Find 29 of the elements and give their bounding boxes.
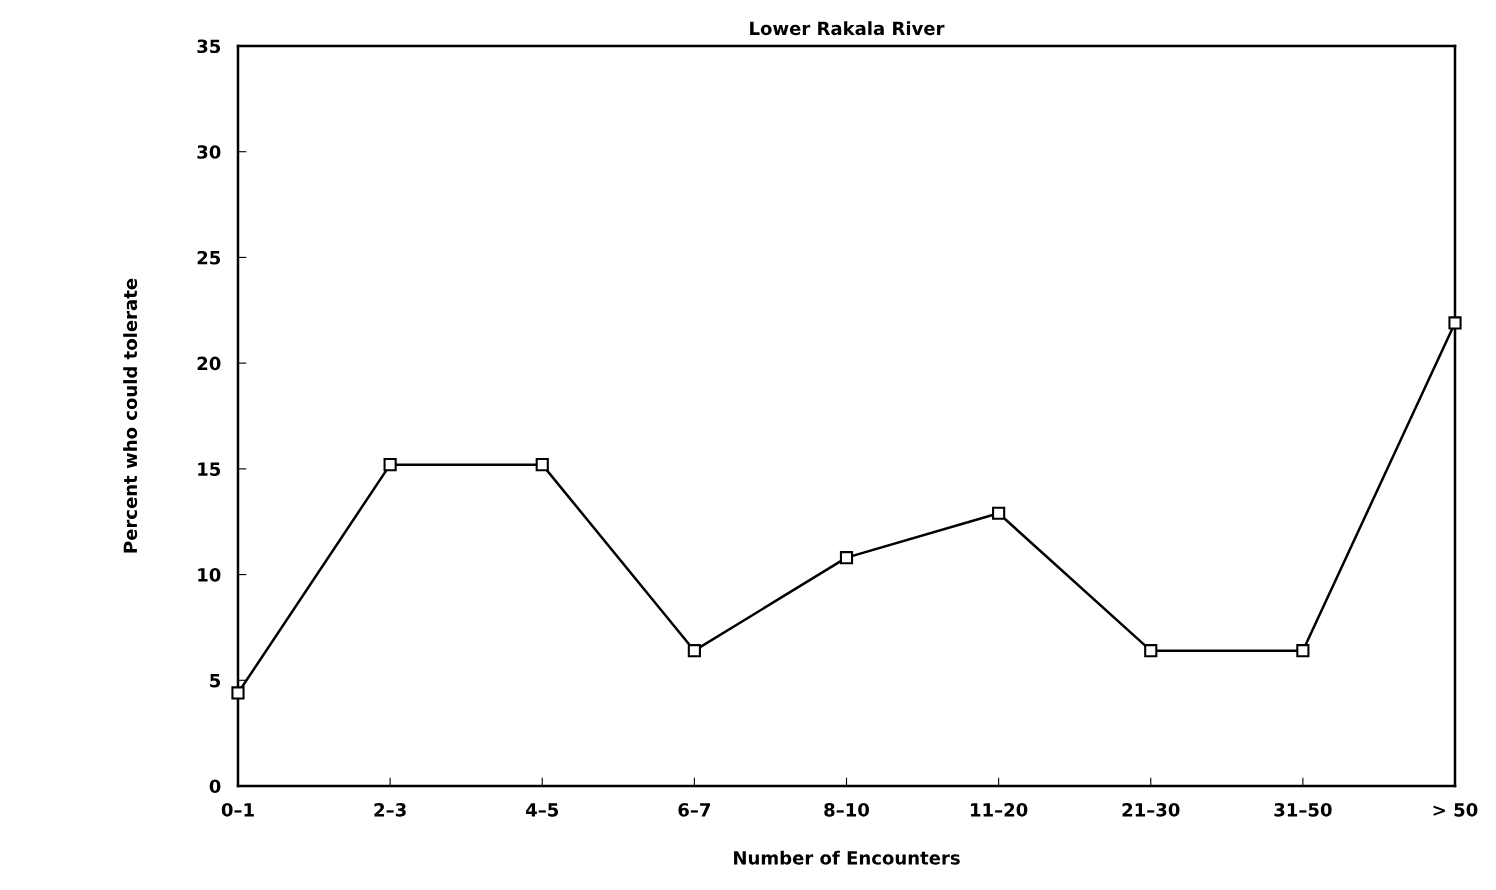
point: [1144, 644, 1158, 658]
y-tick-label: 15: [198, 462, 221, 476]
x-tick-label: 6–7: [678, 803, 711, 817]
point: [839, 551, 854, 565]
point: [383, 458, 397, 472]
x-tick-label: 0–1: [221, 802, 254, 817]
y-tick-label: 5: [210, 673, 221, 688]
point: [992, 506, 1006, 520]
y-tick-label: 10: [198, 568, 221, 582]
x-tick-label: 2–3: [374, 802, 406, 817]
x-tick-label: 11–20: [971, 802, 1028, 817]
x-tick-label: > 50: [1433, 802, 1478, 817]
y-tick-label: 20: [197, 356, 221, 371]
y-tick-label: 25: [197, 250, 221, 265]
y-tick-label: 30: [197, 145, 221, 159]
x-tick-label: 8–10: [824, 802, 869, 817]
x-tick-label: 31–50: [1274, 802, 1332, 817]
x-axis-title: Number of Encounters: [734, 850, 960, 865]
point: [1448, 316, 1462, 330]
point: [1296, 644, 1310, 658]
y-tick-label: 0: [209, 779, 221, 794]
x-tick-label: 4–5: [525, 803, 559, 817]
chart-title: Lower Rakala River: [750, 21, 945, 36]
point: [231, 686, 245, 700]
y-axis-title: Percent who could tolerate: [123, 278, 138, 553]
x-tick-label: 21–30: [1122, 802, 1180, 817]
y-tick-label: 35: [197, 39, 221, 54]
point: [687, 644, 701, 658]
point: [535, 458, 549, 472]
